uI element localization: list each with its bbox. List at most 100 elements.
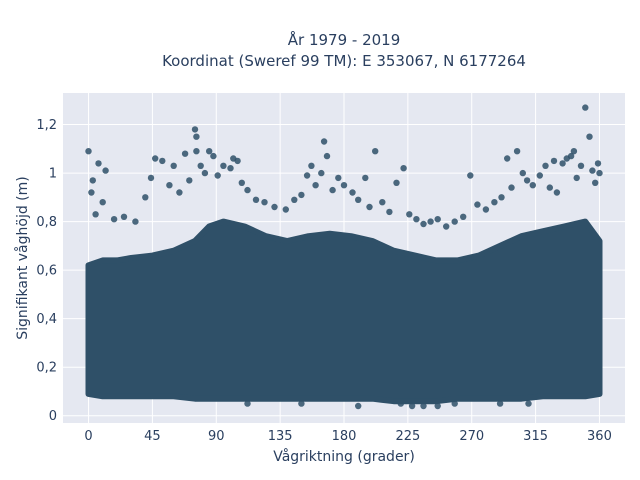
scatter-point xyxy=(201,169,209,177)
scatter-point xyxy=(559,160,566,167)
scatter-point xyxy=(214,172,221,179)
scatter-point xyxy=(536,172,543,179)
scatter-point xyxy=(244,400,251,407)
x-tick-label: 135 xyxy=(268,429,293,444)
scatter-point xyxy=(227,165,234,172)
scatter-point xyxy=(132,218,139,225)
scatter-point xyxy=(586,133,593,140)
scatter-point xyxy=(553,189,561,196)
chart-title-line2: Koordinat (Sweref 99 TM): E 353067, N 61… xyxy=(162,52,526,70)
x-axis-title: Vågriktning (grader) xyxy=(273,448,415,465)
scatter-point xyxy=(220,162,227,169)
scatter-point xyxy=(427,218,434,225)
scatter-point xyxy=(238,179,245,186)
scatter-point xyxy=(413,216,420,223)
scatter-point xyxy=(152,155,159,162)
scatter-point xyxy=(110,216,118,223)
x-tick-label: 90 xyxy=(208,429,225,444)
scatter-point xyxy=(193,133,200,140)
scatter-point xyxy=(451,218,458,225)
scatter-point xyxy=(329,186,336,194)
scatter-point xyxy=(460,213,467,220)
scatter-point xyxy=(408,402,416,410)
scatter-point xyxy=(525,400,532,407)
scatter-point xyxy=(320,138,328,145)
scatter-point xyxy=(508,184,515,191)
scatter-point xyxy=(573,174,580,182)
scatter-point xyxy=(142,194,149,201)
x-tick-labels: 0 45 90 135 180 225 270 315 360 xyxy=(84,429,611,444)
scatter-point xyxy=(372,148,379,155)
scatter-point xyxy=(176,189,183,196)
scatter-point xyxy=(504,155,511,162)
y-tick-label: 0,2 xyxy=(36,361,57,376)
y-axis-title: Signifikant våghöjd (m) xyxy=(14,176,31,339)
scatter-point xyxy=(159,157,166,165)
scatter-point xyxy=(567,152,575,160)
scatter-point xyxy=(298,191,305,199)
x-tick-label: 360 xyxy=(587,429,612,444)
scatter-point xyxy=(191,126,199,133)
scatter-point xyxy=(197,162,204,169)
scatter-point xyxy=(340,182,348,189)
scatter-point xyxy=(529,182,536,189)
scatter-point xyxy=(349,189,356,196)
scatter-point xyxy=(206,148,213,155)
scatter-point xyxy=(85,148,92,155)
scatter-point xyxy=(570,148,578,155)
scatter-point xyxy=(234,157,241,165)
scatter-point xyxy=(582,104,589,111)
scatter-point xyxy=(386,208,393,216)
dense-band xyxy=(85,218,603,405)
scatter-point xyxy=(434,216,441,223)
scatter-point xyxy=(491,199,498,206)
scatter-point xyxy=(323,152,331,160)
scatter-point xyxy=(550,157,558,165)
y-tick-label: 0 xyxy=(49,409,57,424)
scatter-point xyxy=(513,148,521,155)
scatter-point xyxy=(393,179,400,186)
dense-scatter-region xyxy=(85,218,603,405)
scatter-point xyxy=(181,150,189,157)
scatter-point xyxy=(467,172,474,179)
scatter-point xyxy=(102,167,109,174)
scatter-point xyxy=(498,194,505,201)
scatter-point xyxy=(577,162,585,169)
scatter-points xyxy=(85,104,603,410)
scatter-point xyxy=(298,400,305,407)
scatter-point xyxy=(379,199,386,206)
chart-title-line1: År 1979 - 2019 xyxy=(288,30,401,49)
y-tick-label: 0,8 xyxy=(36,215,57,230)
scatter-point xyxy=(434,402,441,410)
scatter-point xyxy=(282,206,289,213)
scatter-point xyxy=(92,211,99,218)
scatter-point xyxy=(592,179,599,186)
scatter-point xyxy=(406,211,413,218)
scatter-point xyxy=(193,148,200,155)
scatter-point xyxy=(252,196,260,203)
scatter-point xyxy=(451,400,458,407)
x-tick-label: 315 xyxy=(523,429,548,444)
y-tick-label: 1,2 xyxy=(36,118,57,133)
scatter-point xyxy=(147,174,155,182)
scatter-point xyxy=(308,162,315,169)
y-tick-label: 0,4 xyxy=(36,312,57,327)
x-tick-label: 0 xyxy=(84,429,92,444)
scatter-point xyxy=(170,162,177,169)
scatter-point xyxy=(420,402,427,410)
scatter-point xyxy=(261,199,268,206)
scatter-point xyxy=(271,203,278,211)
scatter-point xyxy=(496,400,504,407)
scatter-point xyxy=(244,186,251,194)
scatter-point xyxy=(355,402,362,410)
scatter-point xyxy=(482,206,490,213)
scatter-point xyxy=(519,169,526,177)
scatter-point xyxy=(210,152,217,160)
scatter-point xyxy=(443,223,450,230)
scatter-point xyxy=(88,189,95,196)
scatter-point xyxy=(546,184,553,191)
scatter-point xyxy=(355,196,362,203)
x-tick-label: 225 xyxy=(395,429,420,444)
scatter-point xyxy=(589,167,596,174)
